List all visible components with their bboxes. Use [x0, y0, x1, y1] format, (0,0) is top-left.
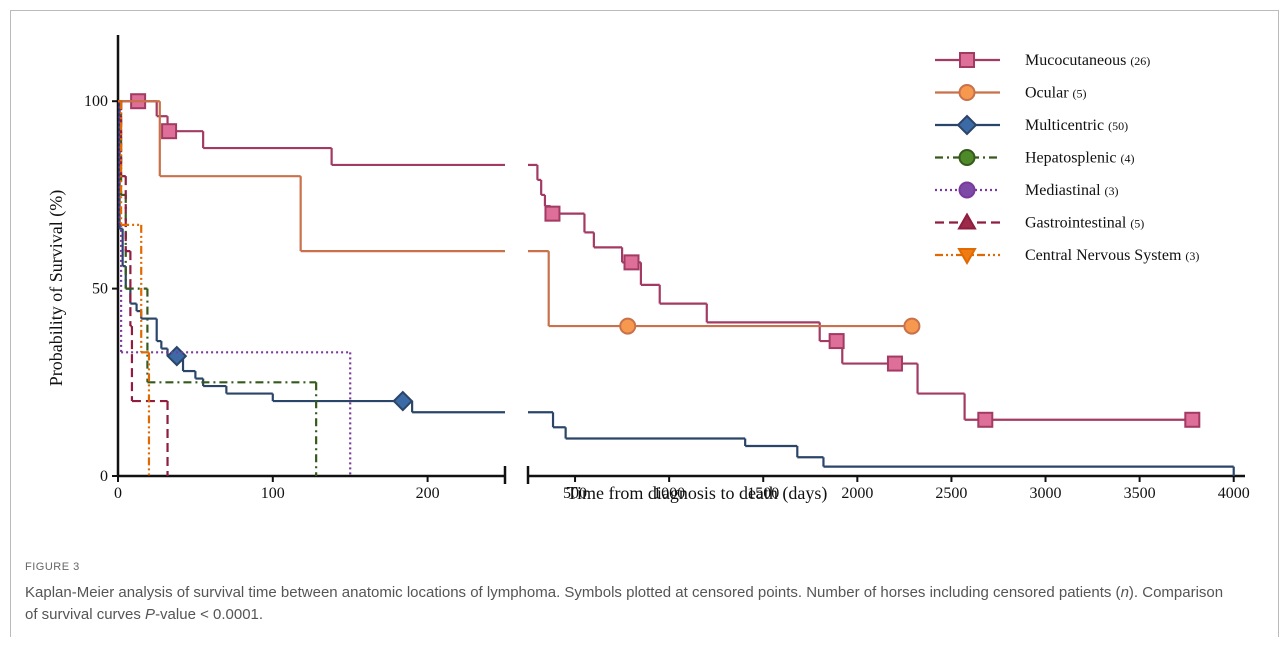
legend-marker — [958, 84, 976, 101]
x-tick-label: 0 — [114, 485, 122, 502]
y-axis-label: Probability of Survival (%) — [46, 190, 67, 386]
legend-label: Multicentric — [1025, 117, 1104, 134]
caption-part: P — [145, 606, 156, 623]
legend-label: Mediastinal — [1025, 182, 1101, 199]
y-tick-label: 0 — [100, 468, 108, 485]
legend-label: Mucocutaneous — [1025, 52, 1126, 69]
figure-frame — [10, 10, 1279, 637]
legend-marker — [957, 248, 977, 266]
y-tick-label: 100 — [84, 93, 108, 110]
x-axis-label: Time from diagnosis to death (days) — [567, 483, 828, 504]
legend-marker — [959, 52, 975, 68]
legend-count: (26) — [1130, 54, 1150, 68]
x-tick-label: 2500 — [935, 485, 967, 502]
legend-marker — [958, 181, 976, 199]
legend-count: (4) — [1121, 152, 1135, 166]
legend-count: (5) — [1130, 217, 1144, 231]
censored-marker — [828, 333, 845, 350]
x-tick-label: 3500 — [1124, 485, 1156, 502]
legend-count: (5) — [1073, 87, 1087, 101]
x-tick-label: 3000 — [1030, 485, 1062, 502]
legend-label: Hepatosplenic — [1025, 150, 1117, 167]
legend-marker — [958, 149, 976, 166]
legend-label: Ocular — [1025, 85, 1069, 102]
censored-marker — [161, 123, 178, 140]
figure-label: FIGURE 3 — [25, 561, 80, 573]
caption-part: ). Comparison of survival curves — [25, 584, 1224, 623]
censored-marker — [1184, 411, 1201, 428]
censored-marker — [903, 317, 921, 335]
caption-part: n — [1120, 584, 1129, 601]
legend-count: (3) — [1105, 184, 1119, 198]
caption-part: Kaplan-Meier analysis of survival time b… — [25, 584, 1121, 601]
chart: Time from diagnosis to death (days) Prob… — [46, 35, 1250, 504]
legend-marker — [957, 212, 977, 230]
y-tick-label: 50 — [92, 281, 108, 298]
censored-marker — [619, 317, 637, 335]
censored-marker — [977, 411, 994, 428]
legend-marker — [956, 114, 978, 136]
x-tick-label: 500 — [563, 485, 587, 502]
caption-part: -value < 0.0001. — [155, 606, 264, 623]
figure-caption: Kaplan-Meier analysis of survival time b… — [25, 582, 1225, 626]
legend-label: Gastrointestinal — [1025, 215, 1127, 232]
x-tick-label: 2000 — [841, 485, 873, 502]
x-tick-label: 1500 — [747, 485, 779, 502]
censored-marker — [623, 254, 640, 271]
censored-marker — [544, 205, 561, 222]
x-tick-label: 4000 — [1218, 485, 1250, 502]
legend-count: (50) — [1108, 119, 1128, 133]
censored-marker — [392, 390, 414, 412]
censored-marker — [886, 355, 903, 372]
x-tick-label: 1000 — [653, 485, 685, 502]
x-tick-label: 200 — [416, 485, 440, 502]
legend-label: Central Nervous System — [1025, 247, 1182, 264]
x-tick-label: 100 — [261, 485, 285, 502]
legend-count: (3) — [1185, 249, 1199, 263]
